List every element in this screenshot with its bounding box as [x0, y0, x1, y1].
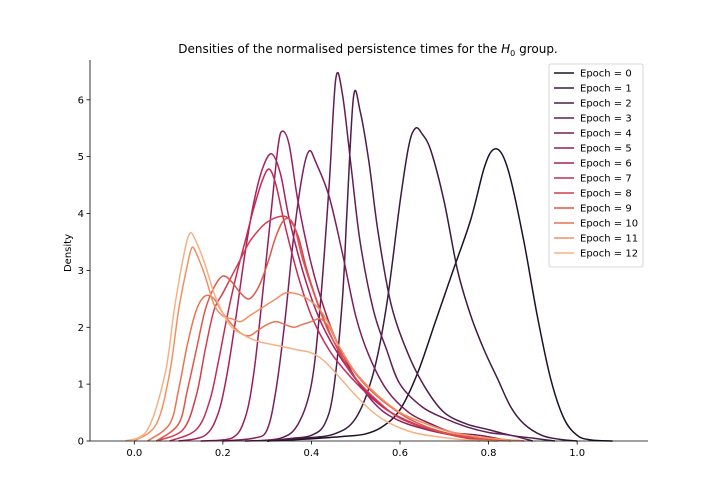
- legend-label-epoch-11: Epoch = 11: [580, 234, 638, 245]
- series-line-epoch-12: [125, 232, 498, 442]
- legend: Epoch = 0 Epoch = 1 Epoch = 2 Epoch = 3 Epoc…: [548, 63, 644, 268]
- y-tick-label: 0: [78, 437, 84, 448]
- chart-title-math: H: [501, 42, 510, 56]
- plot-curves: [125, 71, 613, 442]
- x-tick-label: 0.2: [215, 448, 231, 459]
- series-line-epoch-5: [200, 130, 489, 442]
- legend-label-epoch-5: Epoch = 5: [580, 144, 632, 155]
- legend-label-epoch-8: Epoch = 8: [580, 189, 632, 200]
- y-tick-label: 6: [78, 95, 84, 106]
- legend-label-epoch-4: Epoch = 4: [580, 129, 632, 140]
- x-tick-label: 0.4: [303, 448, 319, 459]
- y-tick-label: 4: [78, 209, 84, 220]
- legend-frame: [548, 63, 644, 268]
- legend-label-epoch-12: Epoch = 12: [580, 249, 638, 260]
- chart-title-subscript: 0: [510, 49, 515, 58]
- legend-label-epoch-7: Epoch = 7: [580, 174, 632, 185]
- series-line-epoch-1: [267, 127, 578, 442]
- legend-label-epoch-0: Epoch = 0: [580, 69, 632, 80]
- legend-label-epoch-6: Epoch = 6: [580, 159, 632, 170]
- legend-label-epoch-1: Epoch = 1: [580, 84, 632, 95]
- chart-title-prefix: Densities of the normalised persistence …: [178, 42, 501, 56]
- x-tick-label: 0.0: [126, 448, 142, 459]
- chart-title-suffix: group.: [515, 42, 557, 56]
- y-tick-label: 2: [78, 323, 84, 334]
- legend-label-epoch-9: Epoch = 9: [580, 204, 632, 215]
- legend-label-epoch-2: Epoch = 2: [580, 99, 632, 110]
- series-line-epoch-2: [267, 89, 556, 442]
- y-tick-label: 5: [78, 152, 84, 163]
- legend-label-epoch-10: Epoch = 10: [580, 219, 638, 230]
- x-tick-label: 0.6: [392, 448, 408, 459]
- y-axis-label: Density: [63, 234, 74, 272]
- chart-title: Densities of the normalised persistence …: [178, 42, 558, 58]
- series-line-epoch-11: [133, 246, 525, 442]
- y-tick-label: 1: [78, 380, 84, 391]
- series-line-epoch-3: [244, 71, 534, 442]
- series-line-epoch-7: [169, 168, 489, 442]
- x-tick-label: 1.0: [569, 448, 585, 459]
- series-line-epoch-0: [267, 148, 613, 442]
- x-tick-label: 0.8: [481, 448, 497, 459]
- series-line-epoch-8: [156, 215, 498, 442]
- y-tick-label: 3: [78, 266, 84, 277]
- legend-label-epoch-3: Epoch = 3: [580, 114, 632, 125]
- axes: 0.0 0.2 0.4 0.6 0.8 1.0 0 1 2 3 4 5 6: [78, 60, 648, 459]
- series-line-epoch-4: [222, 149, 511, 442]
